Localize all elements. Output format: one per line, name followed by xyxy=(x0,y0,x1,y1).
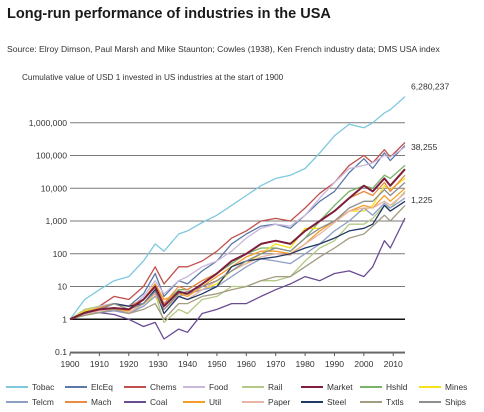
legend-item: Chems xyxy=(124,382,177,392)
series-line-market xyxy=(69,168,406,321)
legend-swatch xyxy=(360,401,382,403)
legend-label: Mach xyxy=(91,397,112,407)
legend-label: Coal xyxy=(150,397,168,407)
series-line-coal xyxy=(69,217,406,340)
end-value-label: 6,280,237 xyxy=(411,82,449,92)
chart-subtitle: Cumulative value of USD 1 invested in US… xyxy=(22,73,284,82)
legend-swatch xyxy=(360,386,382,388)
x-tick-label: 2000 xyxy=(354,359,373,369)
series-line-chems xyxy=(69,142,406,320)
legend-label: Paper xyxy=(268,397,291,407)
chart-legend: Tobac ElcEq Chems Food Rail Market Hshld Mines T… xyxy=(6,380,484,412)
series-lines xyxy=(69,96,406,340)
legend-swatch xyxy=(242,401,264,403)
legend-item: Steel xyxy=(301,397,346,407)
x-tick-label: 1920 xyxy=(119,359,138,369)
y-tick-labels: 0.1 1 10 100 1,000 10,000 100,000 1,000,000 xyxy=(29,118,67,357)
legend-label: Mines xyxy=(445,382,468,392)
legend-item: Util xyxy=(183,397,221,407)
legend-label: Util xyxy=(209,397,222,407)
x-tick-label: 1980 xyxy=(296,359,315,369)
end-value-label: 38,255 xyxy=(411,142,438,152)
y-tick-label: 100,000 xyxy=(36,151,67,161)
legend-swatch xyxy=(183,386,205,388)
legend-label: ElcEq xyxy=(91,382,113,392)
legend-label: Chems xyxy=(150,382,177,392)
x-tick-label: 1970 xyxy=(266,359,285,369)
legend-swatch xyxy=(419,386,441,388)
legend-label: Txtls xyxy=(386,397,404,407)
series-line-food xyxy=(69,146,406,320)
legend-swatch xyxy=(124,386,146,388)
legend-swatch xyxy=(301,401,323,403)
x-tick-label: 1940 xyxy=(178,359,197,369)
legend-item: Mach xyxy=(65,397,111,407)
legend-label: Food xyxy=(209,382,229,392)
legend-item: ElcEq xyxy=(65,382,113,392)
y-tick-label: 0.1 xyxy=(55,347,67,357)
legend-swatch xyxy=(301,386,323,388)
legend-item: Paper xyxy=(242,397,290,407)
legend-label: Tobac xyxy=(32,382,55,392)
chart-source: Source: Elroy Dimson, Paul Marsh and Mik… xyxy=(7,44,440,54)
legend-item: Tobac xyxy=(6,382,54,392)
legend-swatch xyxy=(419,401,441,403)
legend-item: Hshld xyxy=(360,382,407,392)
legend-swatch xyxy=(65,386,87,388)
line-chart: 0.1 1 10 100 1,000 10,000 100,000 1,000,000 190… xyxy=(29,82,450,369)
y-tick-label: 1 xyxy=(62,314,67,324)
legend-label: Rail xyxy=(268,382,283,392)
chart-title: Long-run performance of industries in th… xyxy=(7,6,331,22)
series-line-tobac xyxy=(69,96,406,320)
y-tick-label: 100 xyxy=(53,249,68,259)
end-value-label: 1,225 xyxy=(411,195,433,205)
legend-label: Market xyxy=(327,382,353,392)
legend-item: Ships xyxy=(419,397,466,407)
series-line-txtls xyxy=(69,204,406,320)
y-tick-label: 10,000 xyxy=(41,183,68,193)
legend-item: Txtls xyxy=(360,397,404,407)
legend-swatch xyxy=(124,401,146,403)
legend-label: Hshld xyxy=(386,382,408,392)
x-tick-label: 2010 xyxy=(384,359,403,369)
x-tick-label: 1910 xyxy=(90,359,109,369)
y-tick-label: 1,000 xyxy=(45,216,67,226)
legend-label: Ships xyxy=(445,397,466,407)
y-tick-label: 10 xyxy=(57,282,67,292)
legend-item: Market xyxy=(301,382,353,392)
x-tick-label: 1990 xyxy=(325,359,344,369)
series-line-paper xyxy=(69,192,406,320)
legend-item: Coal xyxy=(124,397,167,407)
legend-swatch xyxy=(6,386,28,388)
x-tick-label: 1950 xyxy=(207,359,226,369)
series-line-steel xyxy=(69,200,406,320)
series-line-ships xyxy=(69,182,406,320)
legend-label: Telcm xyxy=(32,397,54,407)
end-value-labels: 6,280,237 38,255 1,225 xyxy=(411,82,449,205)
x-tick-label: 1960 xyxy=(237,359,256,369)
legend-swatch xyxy=(6,401,28,403)
legend-item: Telcm xyxy=(6,397,54,407)
y-tick-label: 1,000,000 xyxy=(29,118,67,128)
series-line-elceq xyxy=(69,145,406,320)
legend-item: Mines xyxy=(419,382,467,392)
x-tick-label: 1930 xyxy=(149,359,168,369)
x-tick-label: 1900 xyxy=(60,359,79,369)
y-gridlines xyxy=(70,122,405,353)
legend-swatch xyxy=(242,386,264,388)
legend-swatch xyxy=(65,401,87,403)
legend-item: Food xyxy=(183,382,228,392)
x-axis: 1900 1910 1920 1930 1940 1950 1960 1970 1980 1990… xyxy=(60,352,405,369)
legend-item: Rail xyxy=(242,382,282,392)
legend-swatch xyxy=(183,401,205,403)
legend-label: Steel xyxy=(327,397,347,407)
